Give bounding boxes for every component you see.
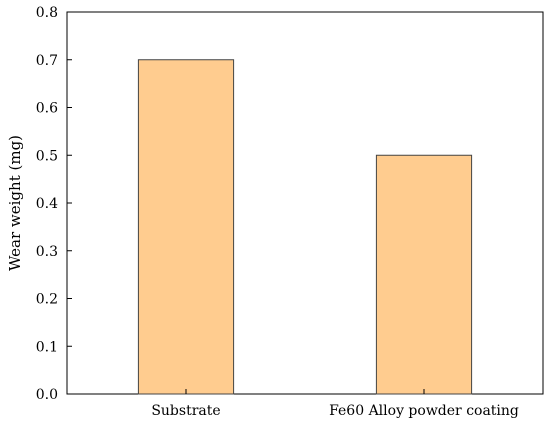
y-tick-label: 0.1 xyxy=(36,339,58,355)
y-tick-label: 0.6 xyxy=(36,101,58,117)
y-tick-label: 0.8 xyxy=(36,5,58,21)
bars xyxy=(137,59,473,395)
bar xyxy=(137,59,235,395)
x-axis: Substrate Fe60 Alloy powder coating xyxy=(151,389,519,419)
y-tick-label: 0.7 xyxy=(36,53,58,69)
y-tick-label: 0.4 xyxy=(36,196,58,212)
y-tick-label: 0.3 xyxy=(36,244,58,260)
y-axis: 0.0 0.1 0.2 0.3 0.4 0.5 0.6 0.7 0.8 xyxy=(36,5,72,403)
y-tick-label: 0.0 xyxy=(36,387,58,403)
y-tick-label: 0.2 xyxy=(36,292,58,308)
x-tick-label: Fe60 Alloy powder coating xyxy=(329,403,519,419)
y-axis-label: Wear weight (mg) xyxy=(6,135,24,271)
x-tick-label: Substrate xyxy=(151,403,220,419)
y-tick-label: 0.5 xyxy=(36,148,58,164)
bar xyxy=(375,154,473,395)
